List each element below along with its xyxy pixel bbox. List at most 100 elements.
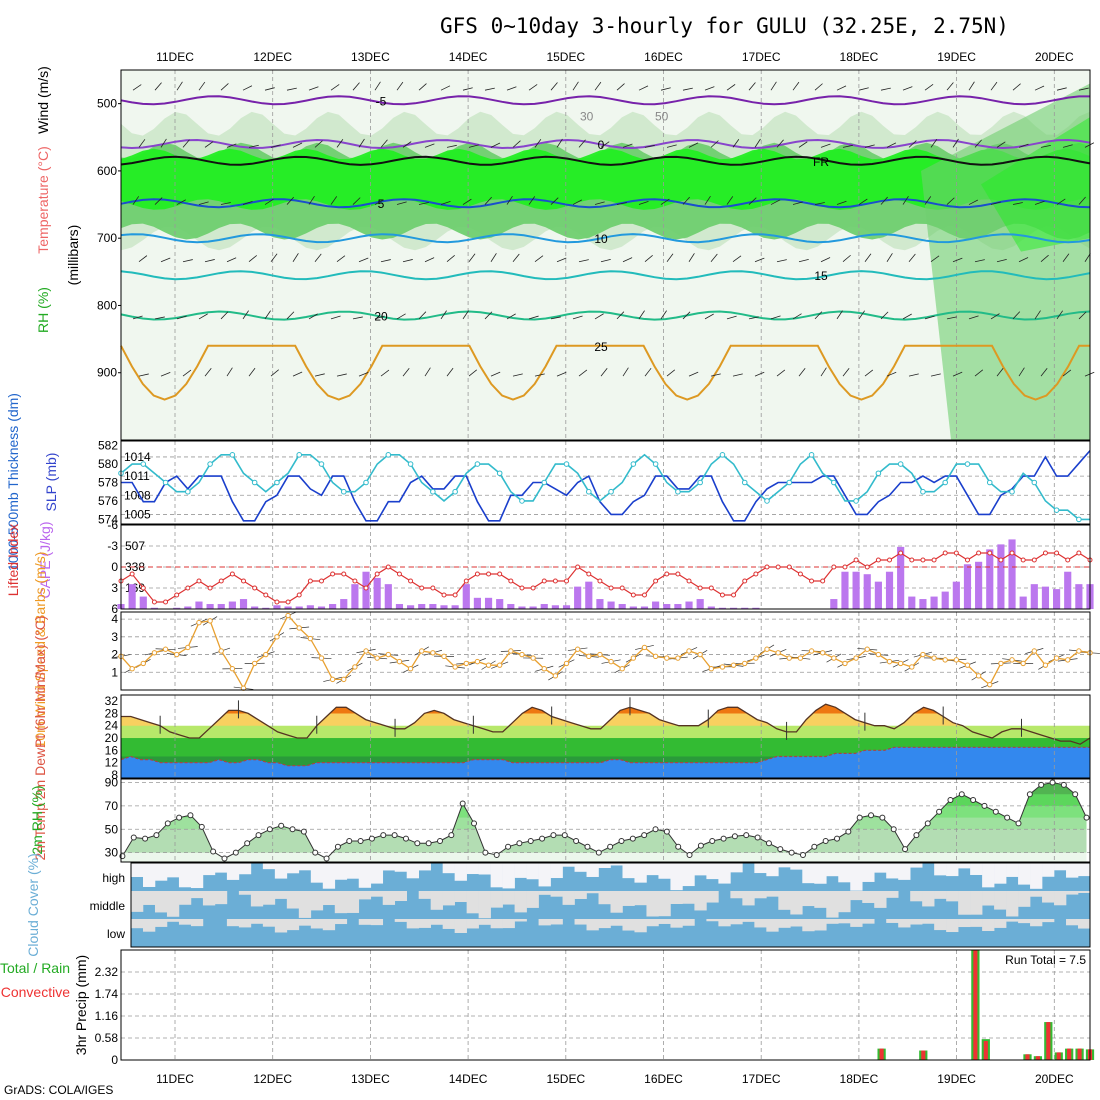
- li-point: [163, 599, 169, 605]
- thickness-point: [296, 452, 303, 458]
- wind-barb: [198, 313, 208, 320]
- wind-barb: [1018, 257, 1029, 263]
- thickness-tick: 576: [98, 494, 118, 508]
- cloud-cell: [538, 891, 551, 895]
- wind-barb: [374, 315, 385, 320]
- wind-speed-point: [251, 660, 258, 667]
- wind-barb: [798, 141, 808, 148]
- wind-speed-point: [363, 648, 369, 654]
- panels-group: 11DEC 11DEC 12DEC 12DEC 13DEC 13DEC 14DEC 14DEC…: [0, 50, 1100, 1086]
- cloud-cell: [898, 919, 911, 928]
- precip-total-label: Total / Rain: [0, 960, 70, 976]
- cloud-cell: [574, 891, 587, 899]
- date-label-top: 15DEC: [546, 50, 585, 64]
- wind-barb: [468, 369, 478, 377]
- wind-barb: [1056, 198, 1066, 205]
- li-point: [920, 557, 926, 563]
- cloud-cell: [382, 863, 396, 871]
- wind-speed-point: [463, 660, 469, 667]
- cloud-cell: [742, 919, 755, 922]
- cloud-cell: [802, 919, 815, 932]
- wind-barb: [314, 253, 322, 262]
- cloud-ylabel: Cloud Cover (%): [25, 853, 41, 956]
- isotherm-line: [120, 95, 1090, 106]
- wind-speed-point: [675, 655, 681, 661]
- cloud-cell: [142, 891, 156, 905]
- cloud-cell: [1066, 863, 1079, 878]
- thickness-point: [964, 461, 971, 467]
- cape-bar: [1019, 596, 1027, 609]
- wind-barb: [182, 259, 193, 263]
- wind-barb: [836, 310, 843, 320]
- cape-bar: [986, 549, 994, 609]
- cloud-cell: [1006, 919, 1019, 922]
- rh2m-tick: 50: [105, 822, 119, 836]
- wind-barb: [710, 140, 719, 148]
- cloud-cell: [466, 919, 479, 929]
- cloud-cell: [442, 891, 455, 906]
- wind-barb: [880, 87, 891, 91]
- cloud-cell: [142, 919, 156, 932]
- temp-tick: 32: [105, 694, 119, 708]
- wind-speed-point: [474, 658, 481, 665]
- cape-bar: [284, 606, 292, 609]
- date-label-bottom: 19DEC: [937, 1072, 976, 1086]
- cloud-cell: [910, 919, 923, 925]
- wind-barb: [688, 142, 699, 148]
- cloud-cell: [1054, 863, 1067, 871]
- li-point: [853, 557, 859, 563]
- rh2m-point: [266, 826, 273, 833]
- li-point: [842, 564, 848, 570]
- li-point: [675, 571, 681, 577]
- thickness-tick: 574: [98, 512, 118, 526]
- thickness-point: [274, 479, 280, 486]
- wind-barb: [902, 313, 912, 320]
- date-label-bottom: 20DEC: [1035, 1072, 1074, 1086]
- wind-barb: [638, 310, 645, 320]
- wind-barb: [638, 200, 649, 205]
- cloud-cell: [166, 863, 180, 878]
- wind-speed-point: [764, 646, 770, 652]
- wind-speed-point: [697, 651, 703, 658]
- isotherm-label: 20: [374, 310, 388, 324]
- li-point: [697, 585, 703, 591]
- li-tick: 3: [111, 581, 118, 595]
- cape-bar: [1053, 589, 1061, 609]
- rh2m-point: [936, 808, 943, 815]
- wind-speed-point: [508, 648, 514, 654]
- cloud-cell: [1030, 863, 1043, 889]
- li-point: [786, 564, 792, 570]
- wind-barb: [974, 139, 982, 148]
- thickness-point: [831, 479, 837, 486]
- li-point: [129, 571, 135, 577]
- cloud-cell: [550, 863, 563, 879]
- wind-barb: [446, 367, 454, 377]
- li-point: [742, 578, 748, 584]
- cloud-cell: [274, 919, 288, 933]
- cloud-cell: [131, 891, 144, 912]
- wind-barb: [490, 371, 501, 377]
- thickness-point: [897, 461, 904, 467]
- wind-speed-point: [552, 673, 559, 679]
- cape-bar: [317, 606, 326, 609]
- wind-barb: [1062, 253, 1070, 262]
- cape-tick: 507: [125, 539, 145, 553]
- wind-barb: [776, 139, 784, 148]
- wind-barb: [402, 141, 412, 148]
- rh2m-point: [312, 849, 319, 856]
- date-label-bottom: 14DEC: [449, 1072, 488, 1086]
- precip-conv-bar: [1046, 1022, 1051, 1060]
- wind-barb: [814, 83, 823, 91]
- wind-barb: [242, 85, 253, 91]
- cloud-cell: [502, 863, 515, 889]
- cape-bar: [217, 604, 225, 609]
- wind-barb: [616, 83, 625, 91]
- date-label-top: 11DEC: [156, 50, 194, 64]
- wind-barb: [220, 83, 229, 91]
- li-point: [1042, 550, 1048, 556]
- li-point: [931, 557, 937, 563]
- wind-barb: [952, 371, 963, 377]
- wind-barb: [726, 196, 734, 205]
- wind-barb: [792, 81, 800, 91]
- thickness-point: [652, 461, 659, 467]
